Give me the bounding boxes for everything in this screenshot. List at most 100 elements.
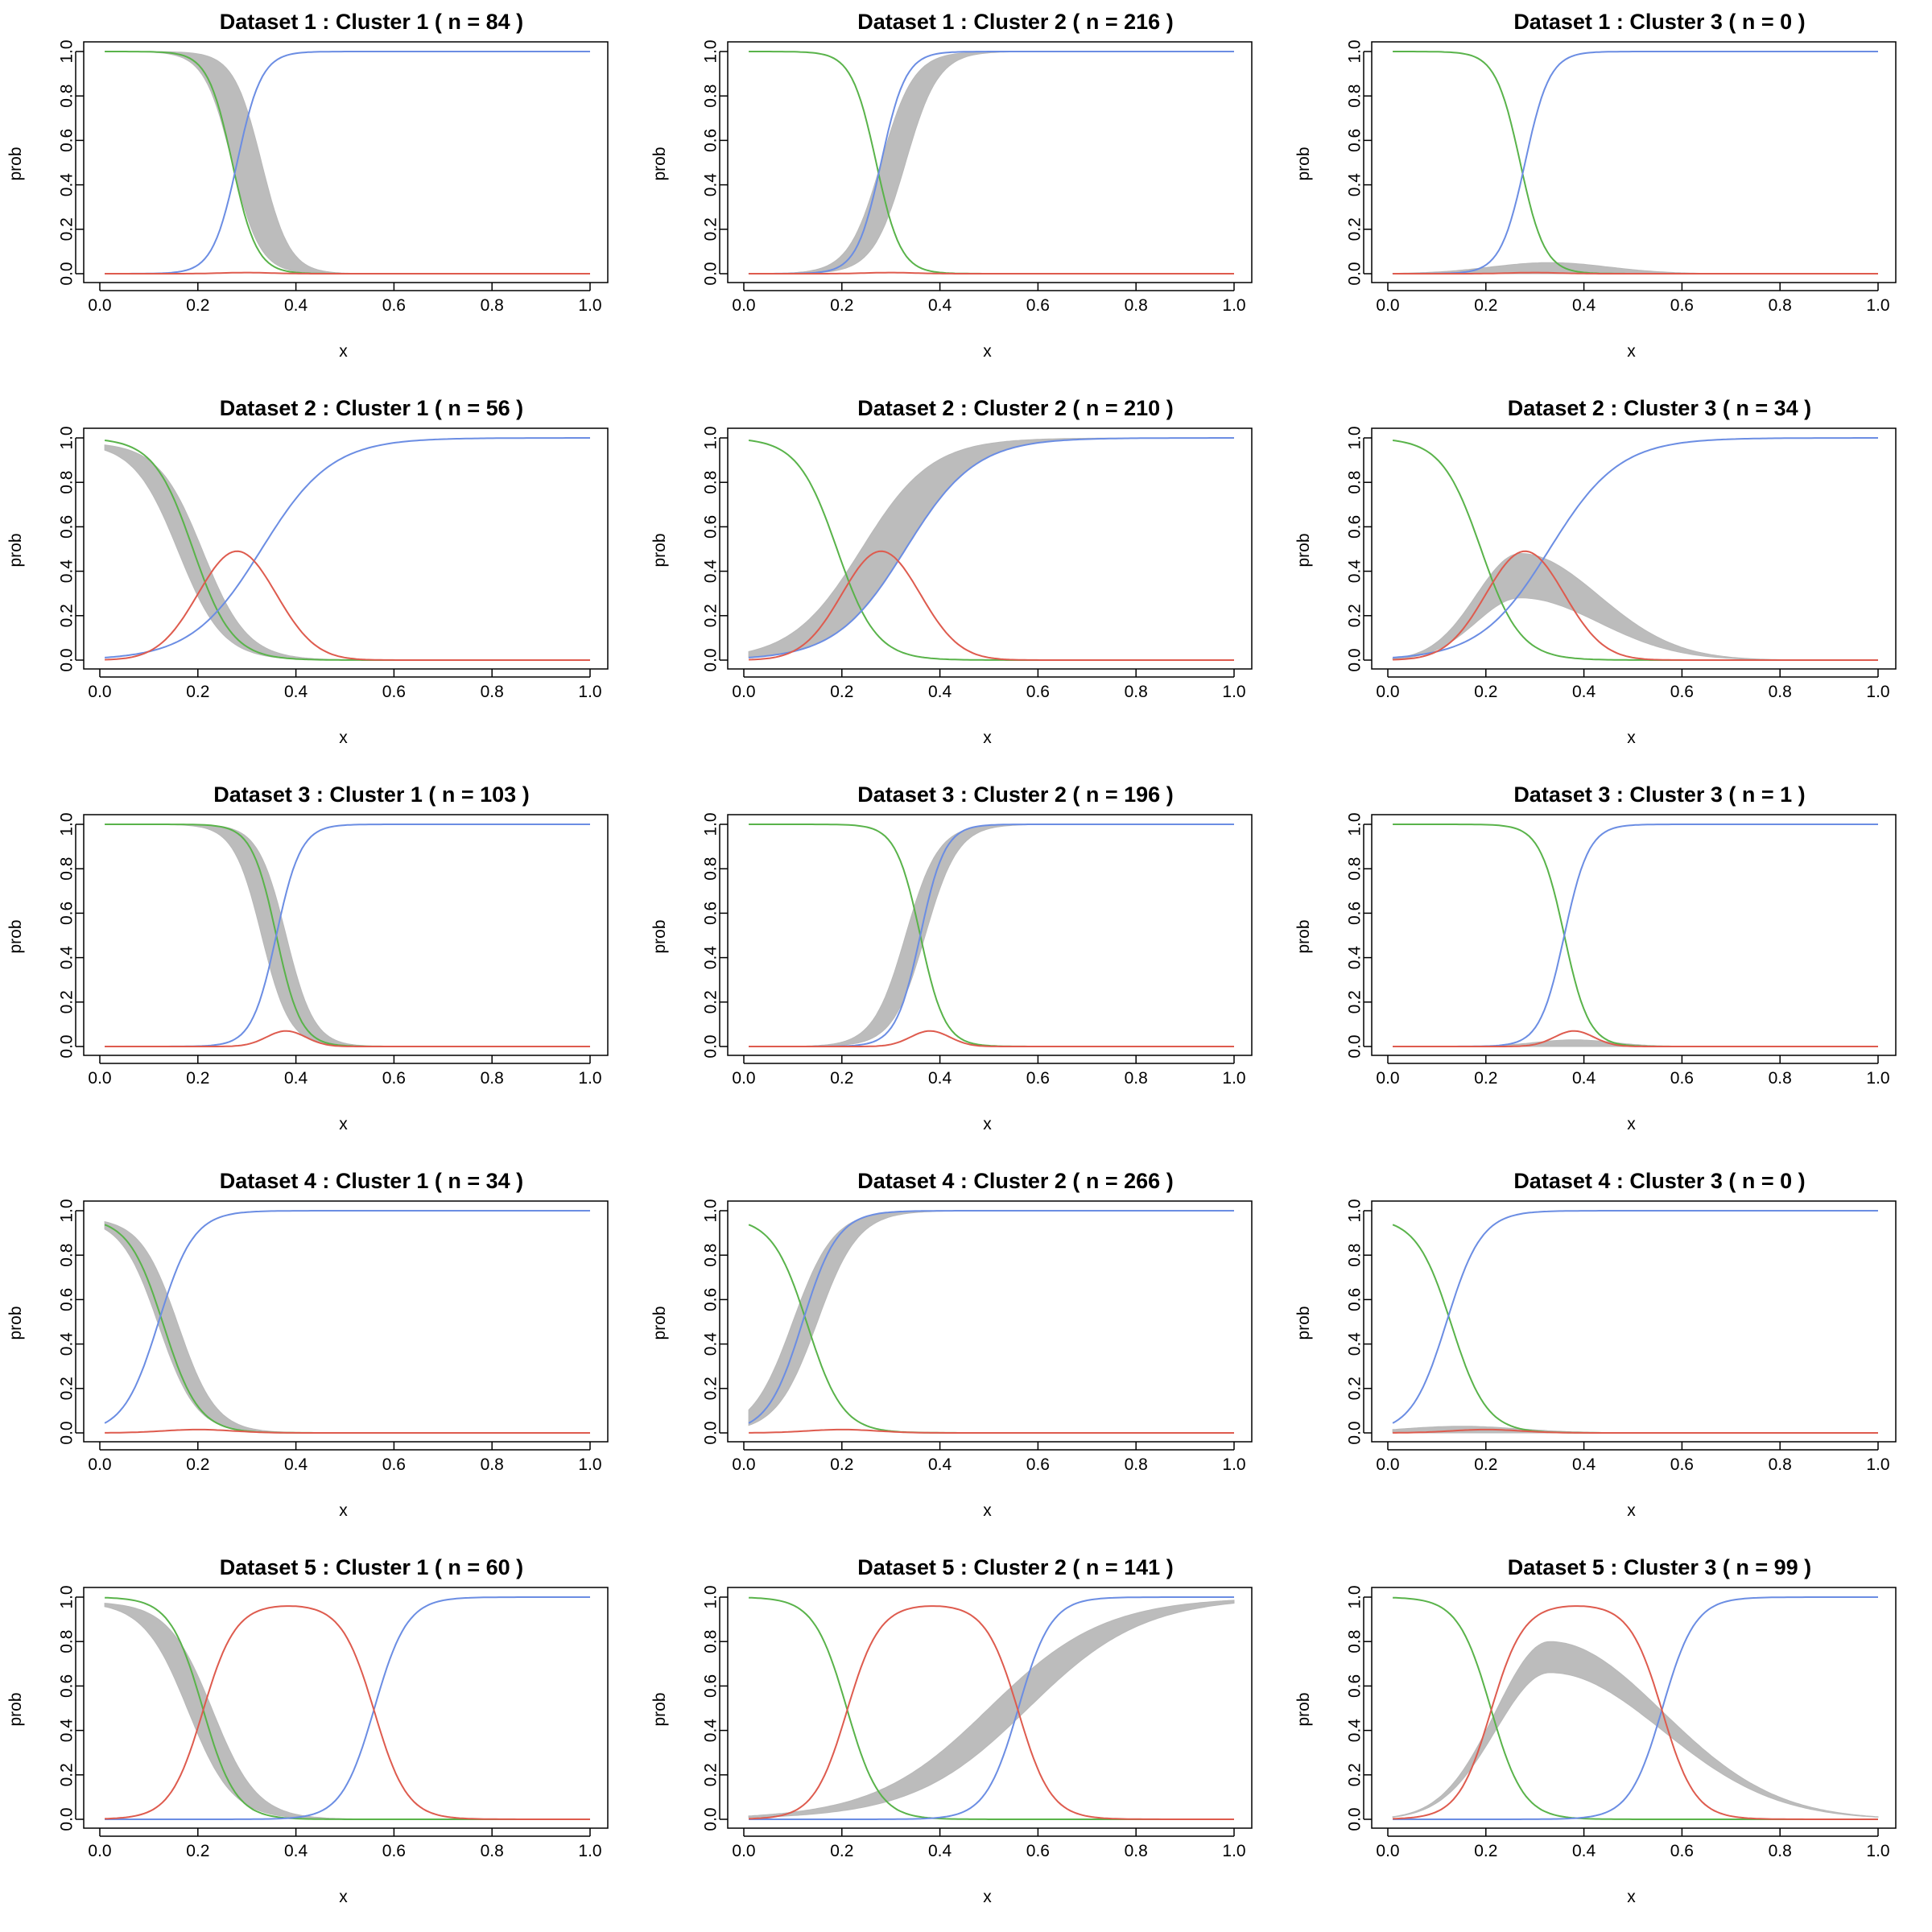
series-line-blue — [749, 824, 1234, 1047]
x-axis-label: x — [1627, 1888, 1636, 1906]
y-tick-label: 0.4 — [701, 173, 720, 197]
x-axis-label: x — [1627, 729, 1636, 747]
series-line-red — [1393, 1030, 1878, 1047]
x-tick-label: 1.0 — [578, 1069, 601, 1088]
x-tick-label: 0.2 — [830, 296, 853, 315]
posterior-band — [1392, 1641, 1879, 1818]
y-tick-label: 0.8 — [701, 1244, 720, 1267]
series-line-blue — [105, 1596, 590, 1820]
x-axis-label: x — [339, 729, 348, 747]
y-tick-label: 0.6 — [701, 515, 720, 539]
y-axis-label: prob — [1294, 1306, 1313, 1340]
y-tick-label: 0.8 — [57, 1630, 76, 1653]
y-axis-label: prob — [6, 533, 25, 567]
x-tick-label: 0.4 — [284, 1842, 308, 1860]
x-tick-label: 1.0 — [578, 1842, 601, 1860]
series-line-green — [1392, 1224, 1878, 1434]
y-tick-label: 0.6 — [57, 515, 76, 539]
posterior-band — [105, 824, 590, 1047]
series-line-blue — [749, 437, 1234, 658]
x-tick-label: 0.6 — [382, 1842, 406, 1860]
y-tick-label: 1.0 — [57, 1585, 76, 1608]
series-line-red — [1393, 1428, 1878, 1434]
x-tick-label: 0.0 — [88, 1455, 111, 1474]
x-tick-label: 0.8 — [1769, 1069, 1792, 1088]
x-tick-label: 0.4 — [284, 1069, 308, 1088]
x-tick-label: 0.4 — [1572, 683, 1596, 701]
x-tick-label: 1.0 — [1222, 1069, 1245, 1088]
x-axis-label: x — [983, 729, 992, 747]
y-tick-label: 0.6 — [1345, 1288, 1364, 1311]
x-tick-label: 0.6 — [1026, 683, 1050, 701]
x-tick-label: 0.2 — [1474, 1069, 1497, 1088]
posterior-band — [749, 824, 1234, 1047]
y-tick-label: 0.8 — [701, 857, 720, 881]
x-tick-label: 0.4 — [284, 683, 308, 701]
y-tick-label: 0.0 — [57, 1421, 76, 1444]
y-tick-label: 0.0 — [57, 1034, 76, 1058]
y-tick-label: 0.4 — [57, 559, 76, 584]
chart-title: Dataset 2 : Cluster 3 ( n = 34 ) — [1508, 396, 1811, 420]
y-tick-label: 0.8 — [57, 85, 76, 108]
y-axis-label: prob — [650, 533, 669, 567]
y-tick-label: 0.8 — [1345, 471, 1364, 494]
posterior-band — [748, 51, 1234, 275]
chart-title: Dataset 4 : Cluster 1 ( n = 34 ) — [220, 1169, 523, 1193]
chart-panel: Dataset 3 : Cluster 1 ( n = 103 ) 0.0 0.2 0… — [0, 773, 644, 1159]
x-tick-label: 0.6 — [1026, 1455, 1050, 1474]
series-line-red — [105, 550, 590, 661]
plot-frame — [83, 1587, 609, 1829]
chart-panel: Dataset 4 : Cluster 2 ( n = 266 ) 0.0 0.2 0… — [644, 1159, 1288, 1546]
chart-title: Dataset 2 : Cluster 1 ( n = 56 ) — [220, 396, 523, 420]
x-tick-label: 0.4 — [284, 1455, 308, 1474]
x-tick-label: 0.6 — [1670, 1842, 1694, 1860]
x-tick-label: 0.2 — [830, 1069, 853, 1088]
y-tick-label: 0.8 — [1345, 857, 1364, 881]
y-tick-label: 0.6 — [57, 1288, 76, 1311]
chart-panel: Dataset 5 : Cluster 1 ( n = 60 ) 0.0 0.2 0.… — [0, 1546, 644, 1932]
y-tick-label: 0.2 — [1345, 604, 1364, 627]
x-axis-label: x — [983, 1115, 992, 1133]
chart-title: Dataset 1 : Cluster 3 ( n = 0 ) — [1513, 10, 1805, 34]
posterior-band — [105, 51, 590, 275]
y-tick-label: 0.0 — [701, 1421, 720, 1444]
series-line-green — [749, 824, 1234, 1047]
chart-panel: Dataset 3 : Cluster 2 ( n = 196 ) 0.0 0.2 0… — [644, 773, 1288, 1159]
y-tick-label: 0.8 — [57, 471, 76, 494]
x-tick-label: 1.0 — [1866, 1455, 1889, 1474]
chart-title: Dataset 3 : Cluster 2 ( n = 196 ) — [857, 782, 1173, 807]
x-tick-label: 0.2 — [186, 296, 209, 315]
y-tick-label: 0.6 — [1345, 515, 1364, 539]
x-tick-label: 0.8 — [481, 296, 504, 315]
series-line-red — [105, 271, 590, 275]
y-tick-label: 1.0 — [57, 426, 76, 449]
y-tick-label: 0.6 — [701, 902, 720, 925]
y-tick-label: 1.0 — [57, 39, 76, 63]
plot-frame — [727, 1200, 1253, 1443]
y-axis-label: prob — [6, 147, 25, 180]
y-tick-label: 0.0 — [1345, 1034, 1364, 1058]
x-axis-label: x — [339, 1115, 348, 1133]
y-tick-label: 0.2 — [57, 1763, 76, 1786]
x-tick-label: 0.0 — [732, 1069, 755, 1088]
x-tick-label: 0.6 — [1670, 296, 1694, 315]
x-tick-label: 0.6 — [1026, 1069, 1050, 1088]
y-tick-label: 0.0 — [57, 1807, 76, 1831]
posterior-band — [1392, 552, 1878, 661]
x-tick-label: 0.8 — [1769, 1842, 1792, 1860]
x-tick-label: 0.2 — [186, 683, 209, 701]
x-tick-label: 0.8 — [481, 1842, 504, 1860]
y-tick-label: 1.0 — [701, 1199, 720, 1222]
y-tick-label: 0.8 — [1345, 85, 1364, 108]
chart-svg: Dataset 1 : Cluster 3 ( n = 0 ) 0.0 0.2 0.4… — [1294, 10, 1897, 361]
x-tick-label: 1.0 — [1222, 1842, 1245, 1860]
x-tick-label: 0.6 — [382, 1455, 406, 1474]
x-tick-label: 0.8 — [1769, 1455, 1792, 1474]
y-tick-label: 1.0 — [57, 1199, 76, 1222]
y-tick-label: 1.0 — [1345, 1199, 1364, 1222]
posterior-band — [748, 1600, 1235, 1818]
x-tick-label: 0.4 — [1572, 1455, 1596, 1474]
y-tick-label: 0.0 — [1345, 1421, 1364, 1444]
y-tick-label: 0.4 — [57, 1332, 76, 1356]
x-tick-label: 0.8 — [1125, 1842, 1148, 1860]
